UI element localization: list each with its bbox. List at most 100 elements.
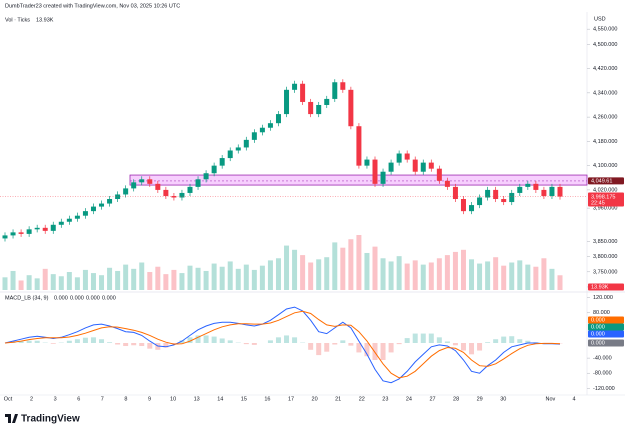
x-tick-label: 4 bbox=[572, 396, 575, 402]
macd-histogram-bar bbox=[332, 343, 338, 345]
volume-bar bbox=[115, 270, 121, 290]
macd-histogram-bar bbox=[163, 343, 169, 348]
candle-body bbox=[517, 186, 523, 193]
volume-bar bbox=[517, 260, 523, 290]
candle-body bbox=[493, 189, 499, 200]
zone-badge-bg bbox=[588, 177, 624, 185]
candle-body bbox=[308, 101, 314, 115]
volume-bar bbox=[316, 259, 322, 290]
macd-histogram-bar bbox=[388, 343, 394, 353]
volume-bar bbox=[509, 262, 515, 290]
volume-bar bbox=[533, 266, 539, 290]
candle-body bbox=[388, 162, 394, 172]
macd-histogram-bar bbox=[404, 338, 410, 343]
candle-body bbox=[34, 227, 40, 230]
candle-body bbox=[115, 194, 121, 200]
x-tick-label: 21 bbox=[335, 396, 341, 402]
candle-body bbox=[243, 139, 249, 148]
volume-bar bbox=[300, 255, 306, 290]
volume-bar bbox=[34, 278, 40, 290]
x-tick-label: 2 bbox=[30, 396, 33, 402]
volume-bar bbox=[485, 261, 491, 290]
candle-body bbox=[436, 168, 442, 181]
candle-body bbox=[187, 186, 193, 193]
volume-bar bbox=[452, 251, 458, 290]
volume-bar bbox=[469, 259, 475, 290]
macd-histogram-bar bbox=[139, 343, 145, 347]
macd-histogram-bar bbox=[517, 339, 523, 343]
candle-body bbox=[99, 203, 105, 207]
volume-bar bbox=[58, 276, 64, 290]
macd-y-tick-label: 80.000 bbox=[593, 310, 610, 316]
x-tick-label: 27 bbox=[429, 396, 435, 402]
macd-histogram-bar bbox=[251, 343, 257, 345]
candle-body bbox=[179, 192, 185, 198]
macd-badge: 0.000 bbox=[591, 317, 605, 323]
volume-bar bbox=[275, 258, 281, 290]
volume-bar bbox=[163, 274, 169, 290]
macd-y-tick-label: -40.000 bbox=[593, 356, 612, 362]
macd-histogram-bar bbox=[412, 333, 418, 343]
candle-body bbox=[477, 197, 483, 206]
volume-bar bbox=[50, 274, 56, 290]
macd-histogram-bar bbox=[316, 343, 322, 356]
volume-bar bbox=[171, 269, 177, 290]
x-tick-label: 6 bbox=[77, 396, 80, 402]
macd-legend-value: 0.000 bbox=[102, 295, 116, 301]
volume-bar bbox=[308, 262, 314, 290]
x-tick-label: 24 bbox=[406, 396, 412, 402]
x-tick-label: Nov bbox=[546, 396, 556, 402]
volume-bar bbox=[195, 267, 201, 290]
candle-body bbox=[533, 183, 539, 190]
volume-bar bbox=[493, 257, 499, 290]
candle-body bbox=[509, 192, 515, 203]
volume-bar bbox=[444, 255, 450, 290]
currency: USD bbox=[594, 16, 606, 22]
candle-body bbox=[251, 132, 257, 140]
macd-histogram-bar bbox=[452, 343, 458, 346]
candle-body bbox=[2, 235, 8, 239]
zone bbox=[129, 174, 588, 186]
candle-body bbox=[284, 89, 290, 115]
macd-histogram-bar bbox=[34, 340, 40, 343]
volume-bar bbox=[428, 262, 434, 290]
candle-body bbox=[155, 183, 161, 190]
volume-bar bbox=[420, 264, 426, 290]
macd-histogram-bar bbox=[485, 342, 491, 343]
macd-histogram-bar bbox=[115, 343, 121, 345]
macd-histogram-bar bbox=[18, 341, 24, 343]
volume-badge: 13.93K bbox=[591, 284, 609, 290]
volume-bar bbox=[235, 268, 241, 290]
volume-bar bbox=[501, 265, 507, 290]
y-tick-label: 4,180.000 bbox=[593, 139, 617, 145]
brand: TradingView bbox=[21, 414, 80, 425]
candle-body bbox=[356, 126, 362, 166]
macd-badge-bg bbox=[588, 323, 624, 331]
macd-histogram-bar bbox=[195, 335, 201, 343]
volume-bar bbox=[74, 277, 80, 290]
macd-histogram-bar bbox=[308, 343, 314, 350]
volume-bar bbox=[549, 268, 555, 290]
volume-bar bbox=[460, 249, 466, 290]
candle-body bbox=[404, 153, 410, 160]
candle-body bbox=[316, 104, 322, 115]
chart-title: DumbTrader23 created with TradingView.co… bbox=[5, 3, 180, 9]
x-tick-label: 13 bbox=[194, 396, 200, 402]
volume-bar bbox=[356, 235, 362, 290]
volume-bar bbox=[380, 258, 386, 290]
candle-body bbox=[420, 162, 426, 172]
macd-line bbox=[4, 306, 561, 384]
y-tick-label: 4,420.000 bbox=[593, 66, 617, 72]
macd-badge-bg bbox=[588, 316, 624, 324]
candle-body bbox=[275, 114, 281, 124]
macd-histogram-bar bbox=[243, 343, 249, 345]
macd-histogram-bar bbox=[123, 343, 129, 347]
macd-histogram-bar bbox=[284, 335, 290, 343]
volume-bar bbox=[251, 269, 257, 290]
volume-bar bbox=[2, 277, 8, 290]
candle-body bbox=[428, 162, 434, 169]
volume-bar bbox=[412, 260, 418, 290]
macd-histogram-bar bbox=[227, 340, 233, 343]
